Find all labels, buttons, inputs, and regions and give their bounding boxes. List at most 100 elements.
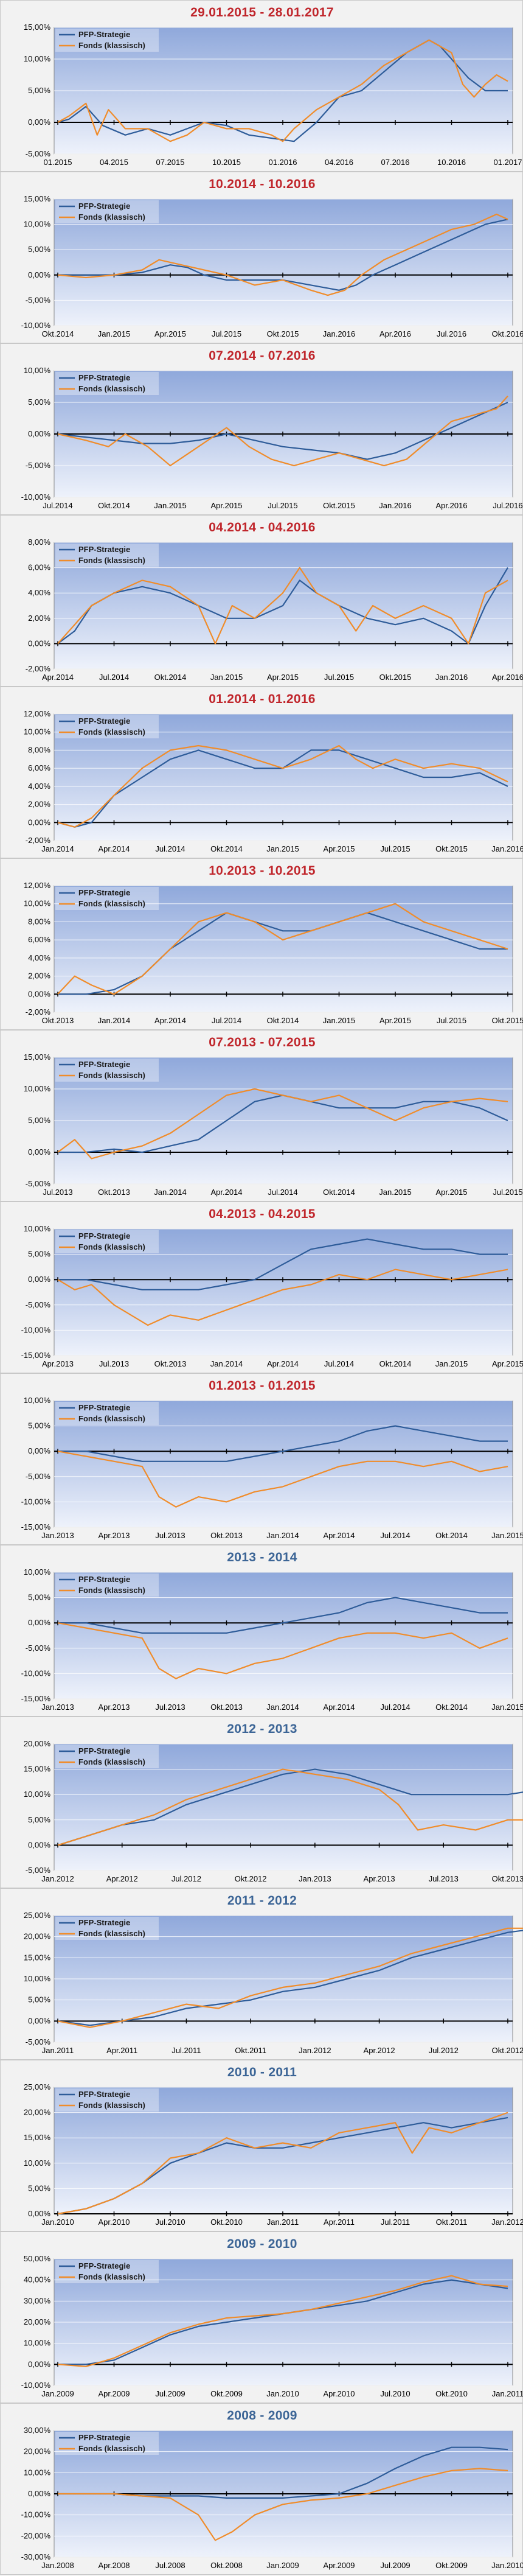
legend-entry: Fonds (klassisch) <box>78 1071 145 1080</box>
legend-entry: PFP-Strategie <box>78 1575 130 1584</box>
y-tick-label: 5,00% <box>28 397 50 407</box>
legend-box <box>55 200 159 223</box>
x-tick-label: Jan.2015 <box>323 1016 356 1025</box>
x-tick-label: Jan.2015 <box>435 1359 468 1368</box>
y-tick-label: 0,00% <box>28 2209 50 2218</box>
legend-entry: Fonds (klassisch) <box>78 556 145 565</box>
x-tick-label: 04.2016 <box>325 158 353 167</box>
legend-entry: PFP-Strategie <box>78 545 130 554</box>
series-line-fund <box>57 1088 508 1160</box>
y-tick-label: 10,00% <box>24 2468 51 2477</box>
x-tick-label: Jan.2014 <box>266 1531 299 1540</box>
chart-title: 2012 - 2013 <box>227 1722 297 1736</box>
x-tick-label: Okt.2014 <box>435 1703 468 1712</box>
y-tick-label: 5,00% <box>28 2183 50 2193</box>
chart-title: 2008 - 2009 <box>227 2409 297 2423</box>
y-tick-label: 5,00% <box>28 1116 50 1125</box>
y-tick-label: -2,00% <box>26 664 51 673</box>
legend-entry: PFP-Strategie <box>78 2433 130 2442</box>
x-tick-label: Jul.2012 <box>171 1874 201 1883</box>
x-tick-label: Jan.2014 <box>98 1016 131 1025</box>
y-tick-label: -10,00% <box>21 2510 51 2519</box>
y-tick-label: 15,00% <box>24 194 51 203</box>
y-tick-label: 15,00% <box>24 1052 51 1062</box>
x-tick-label: Jan.2012 <box>299 2046 331 2055</box>
chart-panel: 2012 - 2013 20,00% 15,00% 10,00% 5,00% 0,00% -… <box>0 1717 523 1888</box>
x-tick-label: Apr.2011 <box>324 2217 355 2227</box>
x-tick-label: 01.2017 <box>494 158 522 167</box>
legend-entry: PFP-Strategie <box>78 1403 130 1412</box>
y-tick-label: 10,00% <box>24 1224 51 1233</box>
plot-area <box>54 1228 513 1356</box>
legend-entry: PFP-Strategie <box>78 1231 130 1241</box>
x-tick-label: Jul.2010 <box>155 2217 185 2227</box>
x-tick-label: Jul.2013 <box>43 1188 72 1197</box>
y-tick-label: -5,00% <box>26 149 51 158</box>
legend-box <box>55 372 159 395</box>
x-tick-label: Okt.2011 <box>436 2217 468 2227</box>
x-tick-label: Jan.2008 <box>41 2561 74 2570</box>
x-tick-label: Apr.2015 <box>492 1359 523 1368</box>
x-tick-label: Jan.2015 <box>266 844 299 853</box>
y-tick-label: 2,00% <box>28 971 50 981</box>
x-tick-label: Apr.2013 <box>98 1531 130 1540</box>
x-tick-label: Okt.2014 <box>379 1359 412 1368</box>
x-tick-label: Okt.2013 <box>210 1703 243 1712</box>
y-tick-label: 12,00% <box>24 709 51 718</box>
x-tick-label: Okt.2010 <box>435 2389 468 2398</box>
series-line-fund <box>57 1768 523 1846</box>
y-tick-label: -10,00% <box>21 1325 51 1334</box>
x-tick-label: Jan.2011 <box>492 2389 523 2398</box>
legend-entry: Fonds (klassisch) <box>78 212 145 222</box>
plot-area <box>54 885 513 1013</box>
x-tick-label: Jan.2015 <box>98 329 131 338</box>
y-tick-label: 5,00% <box>28 1593 50 1602</box>
x-tick-label: Jan.2013 <box>41 1531 74 1540</box>
y-tick-label: -20,00% <box>21 2531 51 2540</box>
series-line-strategy <box>58 219 508 291</box>
x-tick-label: Apr.2014 <box>210 1188 242 1197</box>
y-tick-label: -5,00% <box>26 1300 51 1309</box>
legend-box <box>55 1402 159 1425</box>
series-line-fund <box>57 903 508 995</box>
y-tick-label: 2,00% <box>28 614 50 623</box>
x-tick-label: Jul.2013 <box>155 1531 185 1540</box>
x-tick-label: Jan.2015 <box>379 1188 412 1197</box>
chart-svg: 20,00%15,00%10,00%5,00%0,00%-5,00%Jan.20… <box>24 1739 523 1883</box>
x-tick-label: Apr.2014 <box>42 673 74 682</box>
chart-title: 10.2013 - 10.2015 <box>209 864 316 878</box>
y-tick-label: 0,00% <box>28 1147 50 1157</box>
x-tick-label: Jul.2015 <box>380 844 410 853</box>
x-tick-label: Okt.2014 <box>98 501 130 510</box>
y-tick-label: 15,00% <box>24 1765 51 1774</box>
x-tick-label: Apr.2011 <box>106 2046 137 2055</box>
y-tick-label: 10,00% <box>24 220 51 229</box>
x-tick-label: Okt.2014 <box>267 1016 299 1025</box>
x-tick-label: Apr.2015 <box>323 844 355 853</box>
x-tick-label: Jul.2010 <box>380 2389 410 2398</box>
legend-box <box>55 715 159 738</box>
x-tick-label: Jul.2016 <box>437 329 466 338</box>
x-tick-label: Apr.2013 <box>42 1359 74 1368</box>
legend-entry: Fonds (klassisch) <box>78 384 145 393</box>
y-tick-label: 10,00% <box>24 366 51 375</box>
y-tick-label: 50,00% <box>24 2254 51 2263</box>
x-tick-label: Jul.2015 <box>437 1016 466 1025</box>
x-tick-label: Jul.2014 <box>99 673 129 682</box>
x-tick-label: Jan.2016 <box>379 501 412 510</box>
x-tick-label: Jan.2015 <box>154 501 187 510</box>
y-tick-label: 6,00% <box>28 563 50 572</box>
x-tick-label: Apr.2012 <box>106 1874 138 1883</box>
x-tick-label: Apr.2008 <box>98 2561 130 2570</box>
chart-panel: 2010 - 2011 25,00% 20,00% 15,00% 10,00% 5,00%… <box>0 2060 523 2231</box>
x-tick-label: Okt.2009 <box>435 2561 468 2570</box>
legend-entry: PFP-Strategie <box>78 30 130 39</box>
